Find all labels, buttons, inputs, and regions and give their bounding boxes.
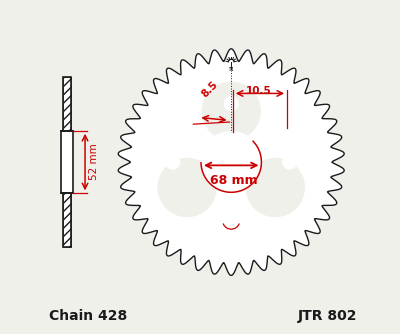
- Circle shape: [224, 214, 238, 227]
- Text: Chain 428: Chain 428: [49, 309, 127, 323]
- Circle shape: [166, 155, 180, 169]
- Text: 10.5: 10.5: [246, 87, 272, 97]
- Text: π: π: [229, 65, 233, 71]
- Circle shape: [201, 132, 262, 192]
- Text: 52 mm: 52 mm: [89, 144, 99, 180]
- Circle shape: [246, 159, 304, 216]
- Text: 8.5: 8.5: [200, 80, 220, 100]
- FancyBboxPatch shape: [63, 77, 70, 247]
- Text: 68 mm: 68 mm: [210, 174, 258, 187]
- Circle shape: [224, 97, 238, 111]
- Circle shape: [158, 159, 216, 216]
- Polygon shape: [118, 49, 344, 276]
- Text: JTR 802: JTR 802: [298, 309, 358, 323]
- Circle shape: [134, 64, 329, 260]
- Circle shape: [202, 82, 260, 140]
- Circle shape: [283, 155, 296, 169]
- FancyBboxPatch shape: [61, 131, 72, 193]
